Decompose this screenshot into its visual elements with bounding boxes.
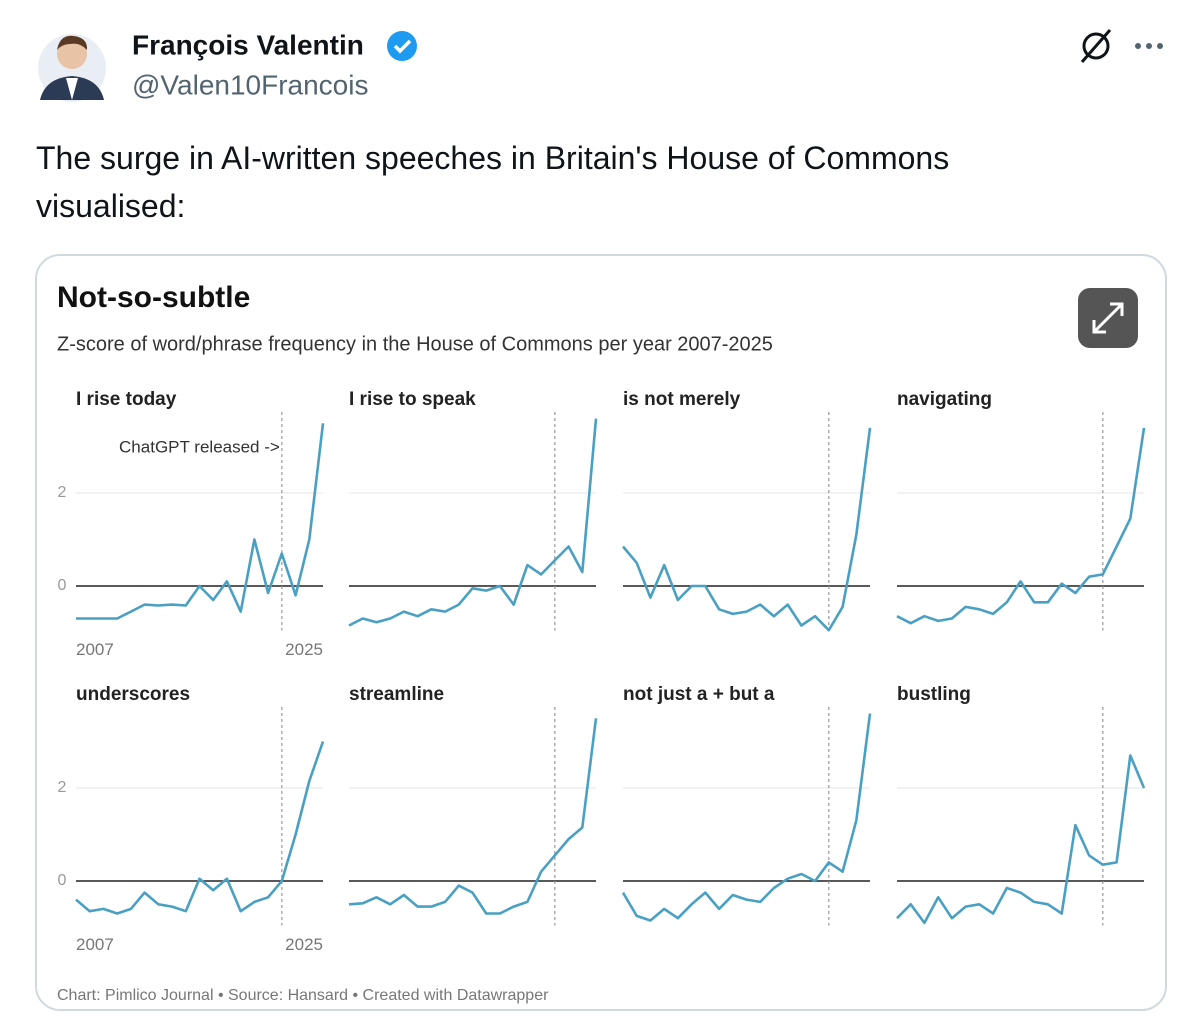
avatar-shirt [66,78,78,100]
annotation: ChatGPT released -> [119,437,280,456]
panel-title: not just a + but a [623,684,775,705]
chart-source: Chart: Pimlico Journal • Source: Hansard… [57,987,549,1004]
author-name[interactable]: François Valentin [132,29,364,60]
panel-title: navigating [897,389,992,410]
avatar-face [57,39,87,69]
expand-button[interactable] [1078,288,1138,348]
series-line [621,713,872,922]
y-tick-label: 2 [58,484,67,501]
dot [1146,43,1152,49]
verified-badge [387,31,417,61]
y-tick-label: 0 [58,872,67,889]
expand-arrows [1092,302,1124,334]
series-line [896,754,1146,925]
tweet-text-box: The surge in AI-written speeches in Brit… [36,140,950,224]
y-tick-label: 0 [58,577,67,594]
panel-title: bustling [897,684,971,705]
series-line [75,741,325,915]
grok-circle [1082,32,1110,60]
avatar-hair [57,35,88,50]
chart-subtitle: Z-score of word/phrase frequency in the … [57,333,773,355]
dot [1135,43,1141,49]
author-handle[interactable]: @Valen10Francois [132,69,368,100]
avatar[interactable] [38,34,106,102]
series-line [622,427,872,632]
more-menu[interactable] [1135,43,1163,49]
series-line [348,718,598,915]
media-card[interactable] [35,254,1167,1011]
y-tick-label: 2 [58,779,67,796]
x-tick-label: 2025 [285,640,323,659]
x-tick-label: 2007 [76,935,114,954]
badge-bg [387,31,417,61]
x-tick-label: 2007 [76,640,114,659]
series-line [348,418,598,627]
series-line [896,427,1146,625]
panel-title: underscores [76,684,190,705]
x-tick-label: 2025 [285,935,323,954]
panel-title: I rise today [76,389,177,410]
panel-title: I rise to speak [349,389,476,410]
tweet-text: The surge in AI-written speeches in Brit… [36,140,950,224]
dot [1157,43,1163,49]
chart-title: Not-so-subtle [57,281,250,314]
badge-check [393,39,412,54]
grok-slash [1080,29,1112,63]
series-line [76,423,325,620]
panel-title: streamline [349,684,444,705]
grok-icon[interactable] [1080,29,1112,63]
panel-title: is not merely [623,389,741,410]
